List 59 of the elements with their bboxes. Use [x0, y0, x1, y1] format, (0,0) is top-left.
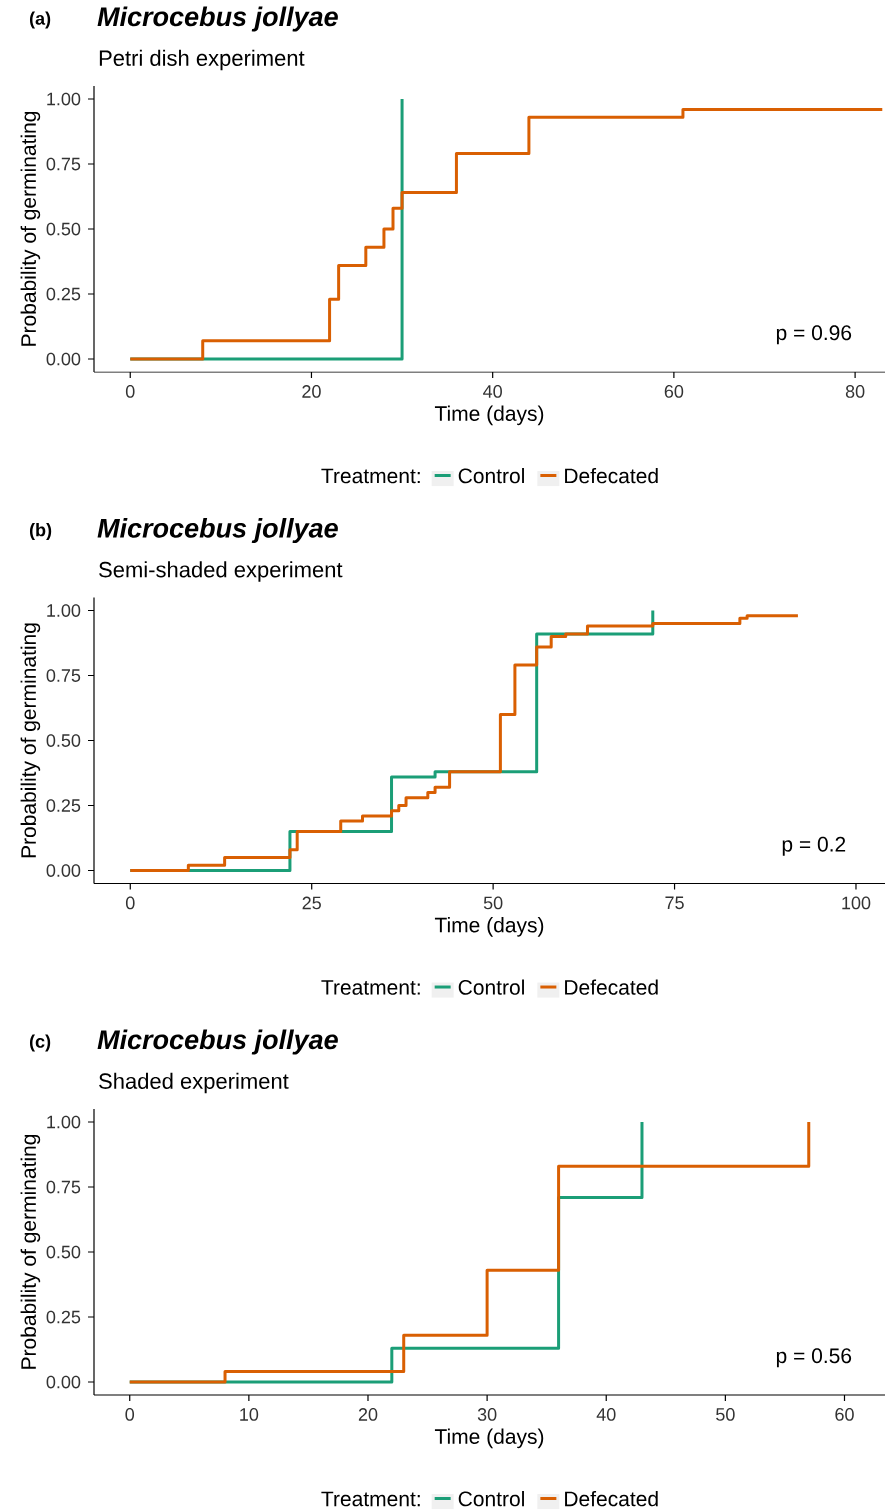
y-tick-label: 0.75: [46, 669, 81, 682]
text: (a): [29, 11, 51, 29]
y-axis-title: Probability of germinating: [20, 111, 41, 346]
x-tick-label: 50: [716, 1408, 735, 1421]
y-tick-label: 0.50: [46, 222, 81, 236]
x-tick-label: 40: [483, 385, 502, 398]
x-tick-label: 30: [477, 1408, 497, 1421]
chart-subtitle: Petri dish experiment: [99, 49, 305, 71]
chart-title: Microcebus jollyae: [97, 1029, 338, 1055]
x-tick-label: 60: [664, 385, 684, 398]
x-tick-label: 20: [358, 1408, 378, 1421]
text: (c): [29, 1034, 51, 1052]
y-tick-label: 1.00: [47, 604, 81, 617]
legend-label: Control: [458, 979, 524, 995]
annotation: p = 0.2: [782, 836, 846, 856]
x-tick-label: 0: [125, 896, 135, 910]
x-tick-label: 100: [842, 896, 871, 910]
text: (b): [29, 523, 52, 540]
x-tick-label: 80: [845, 385, 865, 398]
y-tick-label: 0.00: [46, 352, 81, 366]
y-tick-label: 0.25: [46, 1310, 81, 1324]
x-tick-label: 25: [302, 896, 321, 910]
legend-label: Control: [458, 467, 524, 484]
y-tick-label: 0.75: [46, 157, 81, 171]
chart-subtitle: Semi-shaded experiment: [99, 561, 343, 582]
y-axis-title: Probability of germinating: [20, 623, 41, 858]
annotation: p = 0.96: [776, 325, 852, 345]
legend-title: Treatment:: [321, 980, 420, 995]
x-axis-title: Time (days): [434, 1428, 544, 1449]
y-tick-label: 0.25: [46, 287, 81, 301]
y-tick-label: 0.00: [46, 1375, 81, 1389]
x-tick-label: 0: [125, 385, 135, 398]
x-tick-label: 20: [302, 385, 321, 398]
legend-label: Defecated: [565, 979, 658, 995]
chart-subtitle: Shaded experiment: [99, 1072, 289, 1094]
legend-label: Control: [458, 1490, 524, 1507]
annotation: p = 0.56: [776, 1348, 852, 1368]
chart-title: Microcebus jollyae: [97, 6, 338, 32]
y-tick-label: 0.25: [46, 799, 81, 812]
y-tick-label: 0.50: [46, 1245, 81, 1259]
chart-title: Microcebus jollyae: [97, 517, 338, 544]
legend-title: Treatment:: [321, 468, 420, 484]
x-axis-title: Time (days): [434, 917, 544, 937]
y-tick-label: 1.00: [47, 92, 81, 106]
x-tick-label: 40: [596, 1408, 616, 1421]
x-tick-label: 10: [240, 1408, 259, 1421]
x-axis-title: Time (days): [434, 405, 544, 426]
y-tick-label: 1.00: [47, 1115, 81, 1129]
x-tick-label: 50: [483, 896, 503, 910]
x-tick-label: 75: [665, 896, 684, 910]
x-tick-label: 0: [125, 1408, 135, 1421]
y-axis-title: Probability of germinating: [20, 1134, 41, 1369]
legend-label: Defecated: [565, 1490, 658, 1507]
x-tick-label: 60: [835, 1408, 854, 1421]
legend-title: Treatment:: [321, 1491, 420, 1507]
legend-label: Defecated: [565, 467, 658, 484]
y-tick-label: 0.75: [46, 1180, 81, 1194]
y-tick-label: 0.00: [46, 864, 81, 877]
y-tick-label: 0.50: [46, 734, 81, 747]
